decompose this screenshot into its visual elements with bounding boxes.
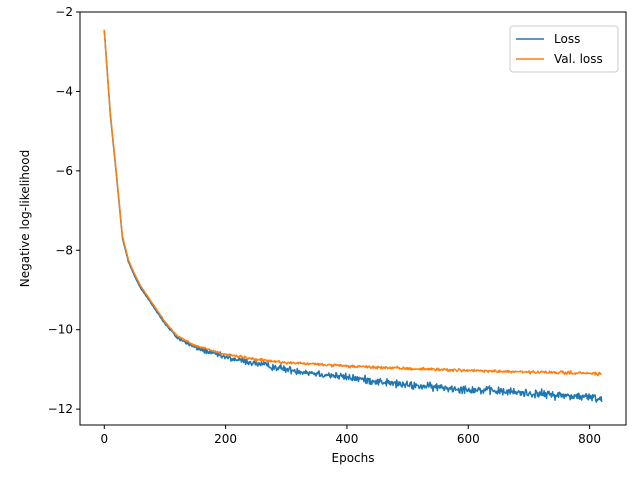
y-tick-label: −2: [55, 5, 73, 19]
y-axis: −12 −10 −8 −6 −4 −2: [48, 5, 80, 416]
y-tick-label: −10: [48, 323, 73, 337]
x-tick-label: 0: [100, 432, 108, 446]
legend-label-loss: Loss: [554, 32, 580, 46]
x-axis: 0 200 400 600 800: [100, 425, 601, 446]
y-tick-label: −12: [48, 402, 73, 416]
y-tick-label: −8: [55, 243, 73, 257]
x-tick-label: 200: [214, 432, 237, 446]
x-tick-label: 600: [457, 432, 480, 446]
x-tick-label: 400: [335, 432, 358, 446]
series-line-val-loss: [103, 29, 603, 377]
series-layer: [103, 29, 603, 403]
x-axis-label: Epochs: [332, 451, 375, 465]
legend-box: [509, 25, 619, 73]
plot-frame: [79, 11, 627, 426]
y-tick-label: −4: [55, 84, 73, 98]
legend: Loss Val. loss: [509, 25, 619, 73]
y-axis-label: Negative log-likelihood: [18, 150, 32, 287]
series-line-loss: [103, 29, 603, 403]
legend-label-val-loss: Val. loss: [554, 52, 603, 66]
x-tick-label: 800: [578, 432, 601, 446]
y-tick-label: −6: [55, 164, 73, 178]
